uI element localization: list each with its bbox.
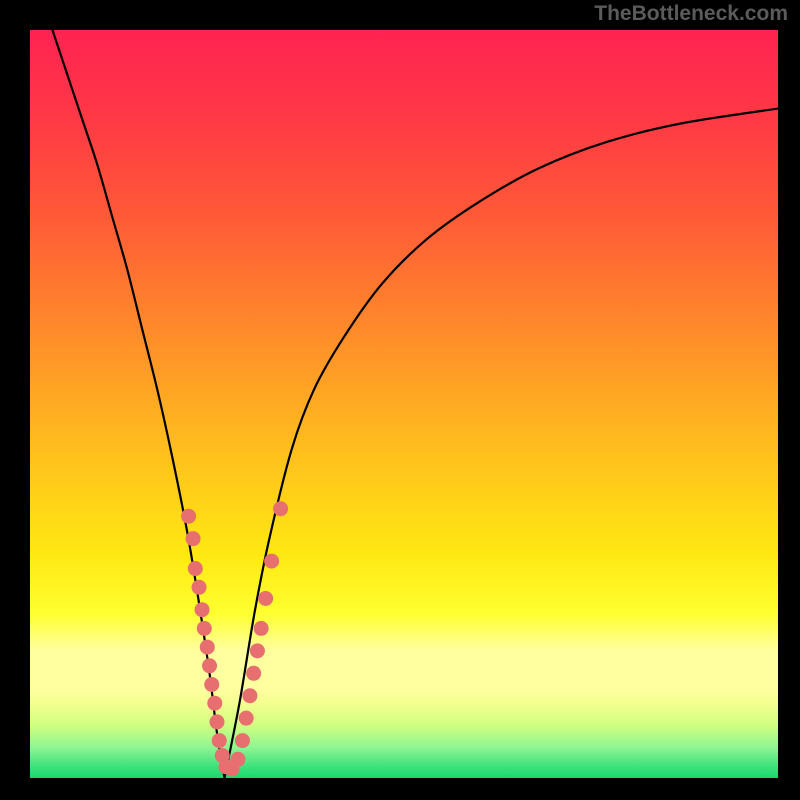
data-dot bbox=[239, 711, 254, 726]
data-dot bbox=[235, 733, 250, 748]
plot-area bbox=[30, 30, 778, 778]
data-dot bbox=[210, 714, 225, 729]
data-dot bbox=[212, 733, 227, 748]
gradient-background bbox=[30, 30, 778, 778]
attribution-text: TheBottleneck.com bbox=[594, 2, 788, 26]
data-dot bbox=[197, 621, 212, 636]
data-dot bbox=[200, 640, 215, 655]
plot-outer bbox=[0, 0, 800, 800]
data-dot bbox=[188, 561, 203, 576]
data-dot bbox=[204, 677, 219, 692]
data-dot bbox=[273, 501, 288, 516]
data-dot bbox=[207, 696, 222, 711]
data-dot bbox=[254, 621, 269, 636]
data-dot bbox=[250, 643, 265, 658]
data-dot bbox=[186, 531, 201, 546]
data-dot bbox=[181, 509, 196, 524]
data-dot bbox=[242, 688, 257, 703]
data-dot bbox=[230, 752, 245, 767]
data-dot bbox=[246, 666, 261, 681]
data-dot bbox=[195, 602, 210, 617]
data-dot bbox=[192, 580, 207, 595]
data-dot bbox=[264, 554, 279, 569]
chart-svg bbox=[30, 30, 778, 778]
data-dot bbox=[202, 658, 217, 673]
data-dot bbox=[258, 591, 273, 606]
